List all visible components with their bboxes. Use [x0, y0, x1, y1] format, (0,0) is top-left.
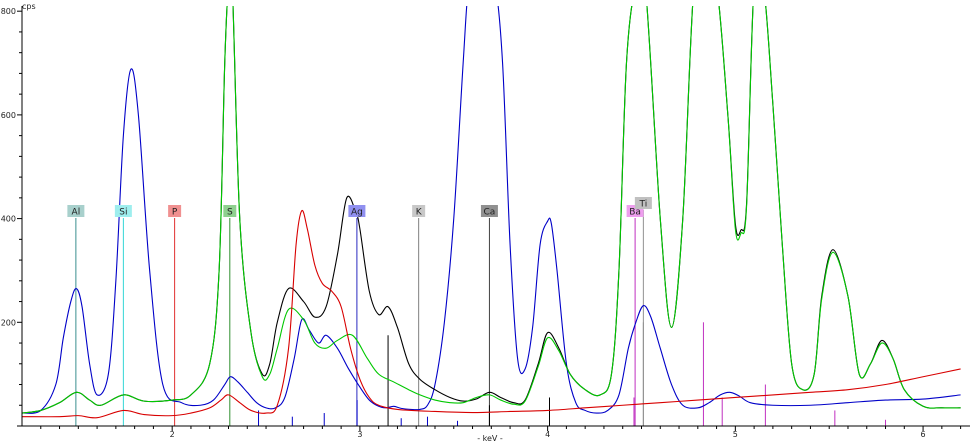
y-tick-label: 800: [1, 7, 16, 16]
x-tick-label: 2: [170, 430, 175, 439]
element-label-text: Al: [72, 208, 81, 218]
element-label-k: K: [412, 205, 426, 218]
element-label-box: [480, 205, 498, 217]
element-label-text: Si: [119, 208, 127, 218]
element-label-box: [634, 197, 652, 209]
y-tick-label: 200: [1, 318, 16, 327]
element-label-s: S: [223, 205, 237, 218]
element-label-ag: Ag: [348, 205, 366, 218]
x-axis-label: - keV -: [477, 434, 503, 443]
element-label-box: [67, 205, 85, 217]
element-label-text: Ba: [629, 208, 641, 218]
element-label-box: [114, 205, 132, 217]
element-label-box: [348, 205, 366, 217]
element-label-text: P: [172, 208, 178, 218]
element-label-al: Al: [67, 205, 85, 218]
x-tick-label: 4: [545, 430, 550, 439]
y-tick-label: 600: [1, 111, 16, 120]
x-tick-label: 3: [357, 430, 362, 439]
y-axis-label: cps: [22, 2, 36, 11]
element-label-box: [223, 205, 237, 217]
element-label-text: Ca: [484, 208, 496, 218]
element-label-text: S: [227, 208, 233, 218]
element-label-ca: Ca: [480, 205, 498, 218]
spectrum-blue-line: [22, 6, 961, 414]
element-label-box: [412, 205, 426, 217]
element-label-text: K: [416, 208, 423, 218]
y-tick-label: 400: [1, 215, 16, 224]
element-label-text: Ti: [638, 200, 647, 210]
element-label-box: [168, 205, 182, 217]
element-label-ti: Ti: [634, 197, 652, 210]
spectrum-red-line: [22, 209, 961, 419]
element-label-p: P: [168, 205, 182, 218]
x-tick-label: 5: [733, 430, 738, 439]
element-label-text: Ag: [351, 208, 363, 218]
element-label-si: Si: [114, 205, 132, 218]
spectrum-green-line: [22, 6, 961, 414]
x-tick-label: 6: [921, 430, 926, 439]
